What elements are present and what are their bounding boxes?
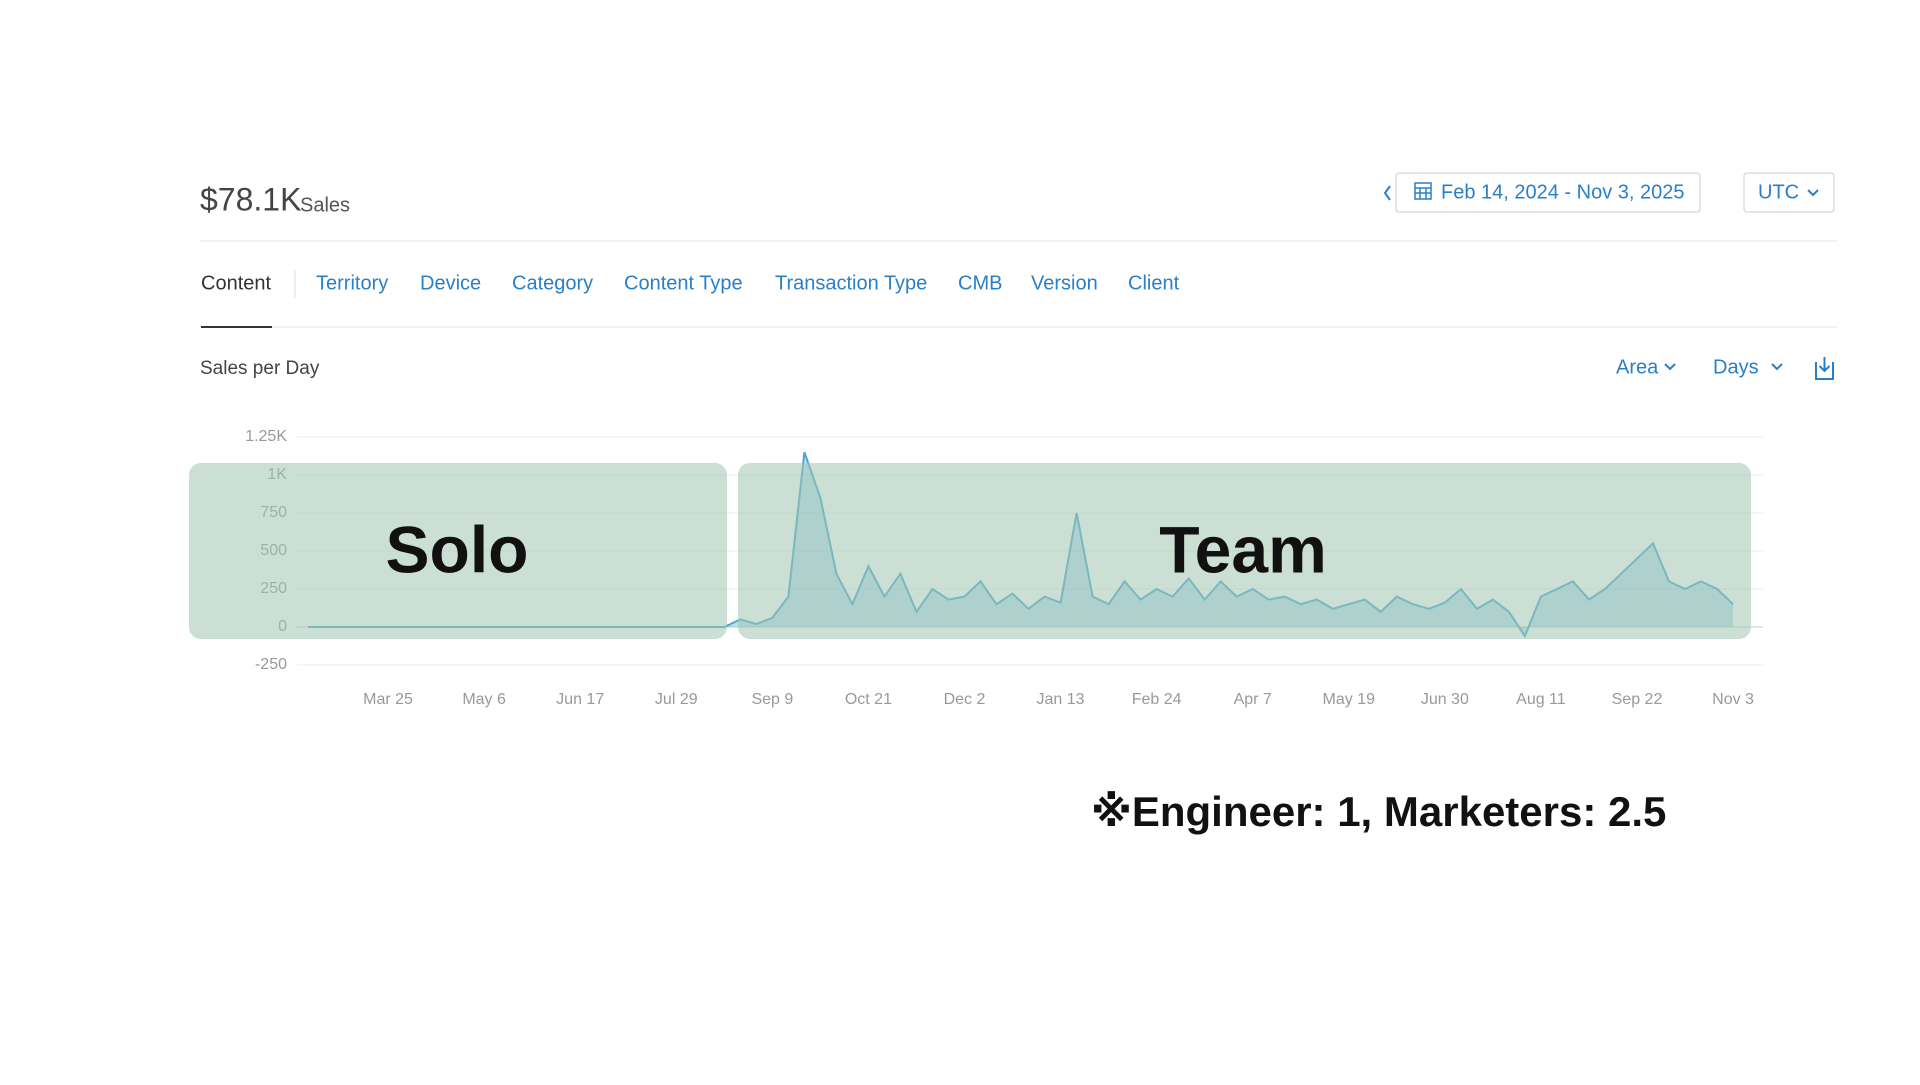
x-tick-label: Feb 24 <box>1132 691 1182 708</box>
chevron <box>1664 363 1676 371</box>
tab[interactable]: Device <box>420 272 481 294</box>
tab[interactable]: Version <box>1031 272 1098 294</box>
total-sales: $78.1K <box>200 181 301 217</box>
chevron <box>1807 189 1819 197</box>
chevron <box>1771 363 1783 371</box>
footnote: ※Engineer: 1, Marketers: 2.5 <box>1091 788 1666 835</box>
annotation-label: Solo <box>386 512 529 586</box>
timezone-button[interactable] <box>1743 172 1835 213</box>
x-tick-label: Mar 25 <box>363 691 413 708</box>
date-range-button[interactable] <box>1395 172 1701 213</box>
x-tick-label: Oct 21 <box>845 691 892 708</box>
x-tick-label: Jan 13 <box>1037 691 1085 708</box>
x-tick-label: Apr 7 <box>1234 691 1272 708</box>
x-tick-label: Sep 9 <box>751 691 793 708</box>
interval-select[interactable]: Days <box>1713 356 1759 378</box>
tab[interactable]: Transaction Type <box>775 272 927 294</box>
date-range: Feb 14, 2024 - Nov 3, 2025 <box>1441 181 1685 203</box>
total-label: Sales <box>300 194 350 216</box>
x-tick-label: Sep 22 <box>1612 691 1663 708</box>
tab[interactable]: Category <box>512 272 593 294</box>
timezone: UTC <box>1758 181 1799 203</box>
tab[interactable]: CMB <box>958 272 1002 294</box>
x-tick-label: Jun 17 <box>556 691 604 708</box>
tab[interactable]: Client <box>1128 272 1180 294</box>
chart-title: Sales per Day <box>200 358 320 379</box>
y-tick-label: -250 <box>255 656 287 673</box>
x-tick-label: Jun 30 <box>1421 691 1469 708</box>
annotation-box <box>189 463 727 639</box>
x-tick-label: May 19 <box>1323 691 1376 708</box>
y-tick-label: 1.25K <box>245 428 287 445</box>
calendar-icon <box>1414 182 1432 200</box>
tab[interactable]: Content Type <box>624 272 743 294</box>
download-icon[interactable] <box>1815 357 1834 380</box>
tab[interactable]: Content <box>201 272 271 294</box>
annotation-label: Team <box>1159 512 1327 586</box>
tab[interactable]: Territory <box>316 272 388 294</box>
x-tick-label: Dec 2 <box>944 691 986 708</box>
x-tick-label: Jul 29 <box>655 691 698 708</box>
annotation-box <box>738 463 1751 639</box>
x-tick-label: Aug 11 <box>1516 691 1566 708</box>
x-tick-label: May 6 <box>462 691 506 708</box>
prev-button[interactable] <box>1383 185 1391 201</box>
chart-type-select[interactable]: Area <box>1616 356 1659 378</box>
x-tick-label: Nov 3 <box>1712 691 1754 708</box>
